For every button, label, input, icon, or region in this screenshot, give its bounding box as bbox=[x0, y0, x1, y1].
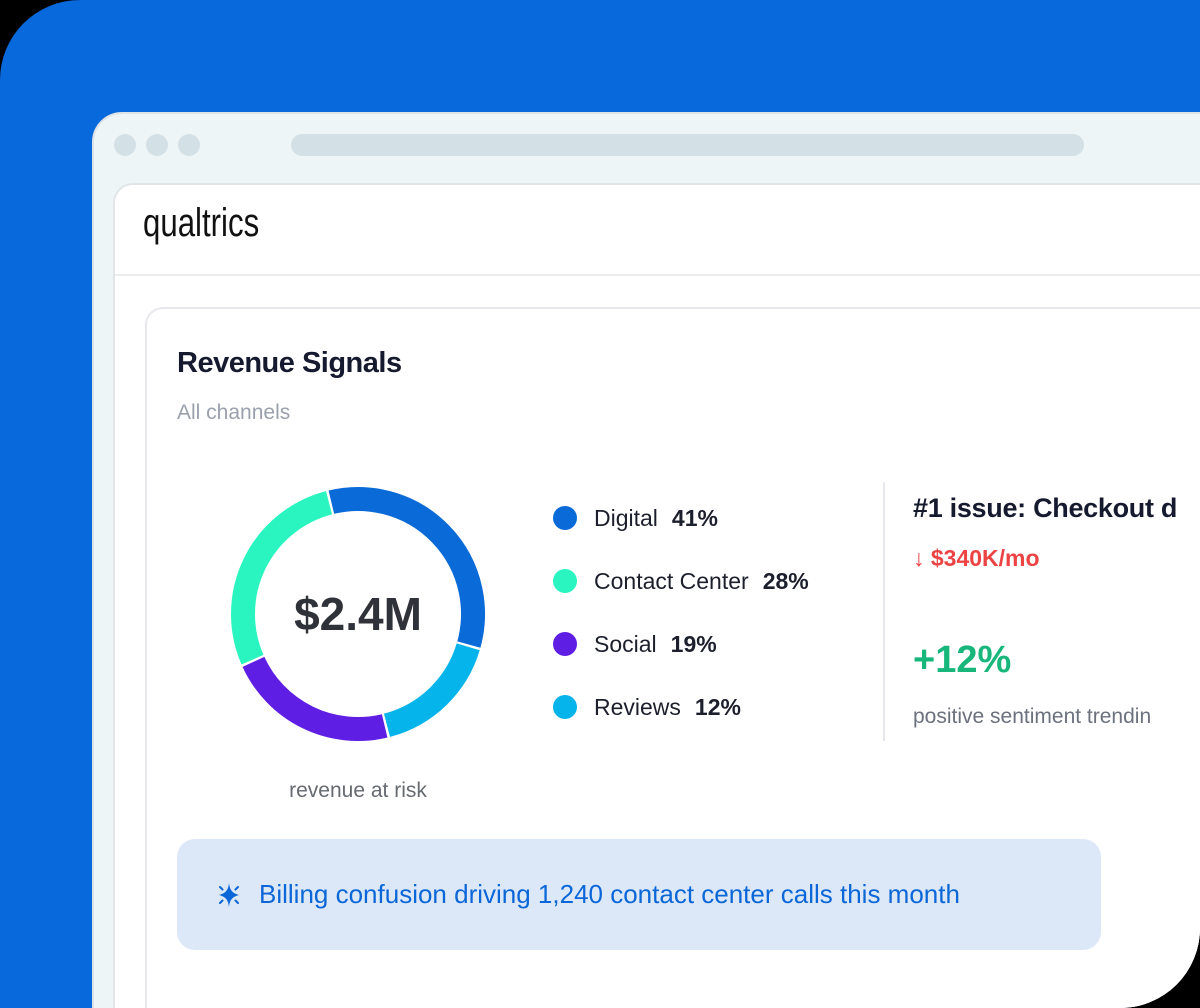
app-page: qualtrics Revenue Signals All channels $… bbox=[113, 183, 1200, 1008]
donut-caption: revenue at risk bbox=[289, 779, 427, 802]
section-divider bbox=[883, 482, 885, 741]
legend-item-digital[interactable]: Digital 41% bbox=[553, 503, 718, 533]
legend-item-contact-center[interactable]: Contact Center 28% bbox=[553, 566, 809, 596]
legend-label: Contact Center bbox=[594, 567, 749, 594]
sentiment-trend-caption: positive sentiment trendin bbox=[913, 705, 1152, 728]
window-dot-close[interactable] bbox=[114, 134, 136, 156]
revenue-signals-card: Revenue Signals All channels $2.4M reven… bbox=[145, 307, 1200, 1008]
legend-dot-icon bbox=[553, 695, 577, 719]
legend-dot-icon bbox=[553, 632, 577, 656]
window-dot-minimize[interactable] bbox=[146, 134, 168, 156]
legend-dot-icon bbox=[553, 569, 577, 593]
card-title: Revenue Signals bbox=[177, 347, 402, 379]
donut-segment-digital[interactable] bbox=[328, 487, 485, 648]
legend-percent: 41% bbox=[671, 504, 718, 531]
window-dot-maximize[interactable] bbox=[178, 134, 200, 156]
legend-percent: 19% bbox=[670, 630, 717, 657]
legend-percent: 12% bbox=[694, 693, 741, 720]
legend-label: Social bbox=[594, 630, 657, 657]
donut-center-value: $2.4M bbox=[294, 588, 422, 640]
insight-text: Billing confusion driving 1,240 contact … bbox=[259, 879, 960, 909]
top-issue-impact: ↓ $340K/mo bbox=[913, 545, 1040, 571]
sparkle-icon bbox=[219, 882, 239, 907]
donut-segment-social[interactable] bbox=[242, 656, 388, 741]
legend-label: Digital bbox=[594, 504, 658, 531]
legend-item-social[interactable]: Social 19% bbox=[553, 629, 717, 659]
donut-segment-contact-center[interactable] bbox=[231, 491, 333, 665]
legend-dot-icon bbox=[553, 506, 577, 530]
donut-segment-reviews[interactable] bbox=[383, 643, 480, 737]
legend-item-reviews[interactable]: Reviews 12% bbox=[553, 692, 741, 722]
legend-label: Reviews bbox=[594, 693, 681, 720]
address-bar[interactable] bbox=[291, 134, 1084, 156]
insight-banner[interactable]: Billing confusion driving 1,240 contact … bbox=[177, 839, 1101, 950]
app-header: qualtrics bbox=[115, 185, 1200, 276]
donut-chart-svg bbox=[231, 487, 485, 741]
card-subtitle: All channels bbox=[177, 401, 291, 424]
top-issue-title[interactable]: #1 issue: Checkout d bbox=[913, 493, 1178, 523]
sentiment-trend-value: +12% bbox=[913, 639, 1012, 681]
qualtrics-logo[interactable]: qualtrics bbox=[143, 201, 260, 245]
legend-percent: 28% bbox=[762, 567, 809, 594]
donut-chart: $2.4M bbox=[230, 486, 486, 742]
